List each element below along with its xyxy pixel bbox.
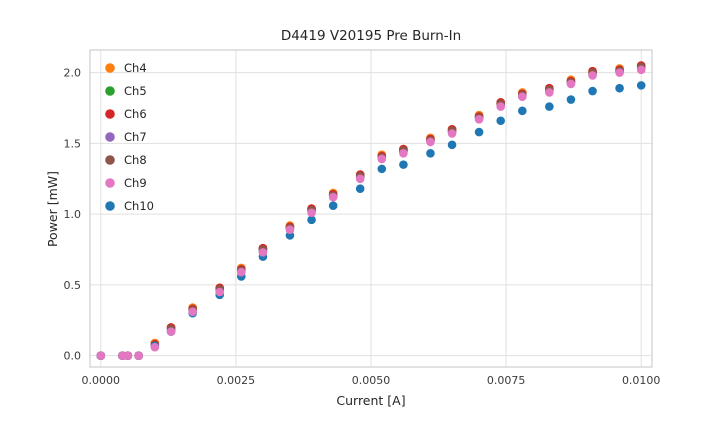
- legend-item-ch8: Ch8: [105, 153, 147, 167]
- y-tick-label: 1.0: [64, 208, 82, 221]
- legend-marker-icon: [105, 201, 115, 211]
- data-point: [123, 351, 133, 360]
- legend-marker-icon: [105, 109, 115, 119]
- legend: Ch4 Ch5 Ch6 Ch7 Ch8 Ch9 Ch10: [105, 61, 154, 213]
- data-point: [237, 267, 246, 277]
- data-point: [188, 307, 197, 317]
- grid-layer: [89, 49, 653, 368]
- x-tick-label: 0.0050: [352, 374, 391, 387]
- legend-marker-icon: [105, 86, 115, 96]
- legend-marker-icon: [105, 178, 115, 188]
- y-tick-label: 2.0: [64, 67, 82, 80]
- data-point: [166, 327, 176, 336]
- legend-item-ch9: Ch9: [105, 176, 147, 190]
- data-point: [615, 83, 624, 93]
- legend-marker-icon: [105, 155, 115, 165]
- data-point: [566, 79, 576, 89]
- data-point: [96, 351, 106, 360]
- legend-label: Ch8: [124, 153, 147, 167]
- legend-item-ch6: Ch6: [105, 107, 147, 121]
- x-tick-label: 0.0100: [622, 374, 661, 387]
- y-tick-label: 0.0: [64, 350, 82, 363]
- data-point: [474, 115, 484, 124]
- data-point: [447, 140, 457, 150]
- plot-border: [89, 49, 653, 368]
- data-point: [399, 160, 408, 169]
- data-point: [328, 201, 338, 210]
- x-tick-label: 0.0000: [82, 374, 121, 387]
- chart-title: D4419 V20195 Pre Burn-In: [281, 28, 461, 44]
- x-tick-label: 0.0025: [217, 374, 256, 387]
- legend-marker-icon: [105, 63, 115, 73]
- y-tick-label: 0.5: [64, 279, 82, 292]
- legend-marker-icon: [105, 132, 115, 142]
- legend-label: Ch5: [124, 84, 147, 98]
- data-point: [258, 248, 268, 257]
- legend-item-ch7: Ch7: [105, 130, 147, 144]
- data-point: [328, 192, 338, 202]
- data-point: [377, 164, 387, 174]
- data-point: [134, 351, 143, 360]
- legend-label: Ch7: [124, 130, 147, 144]
- data-point: [355, 184, 365, 193]
- legend-label: Ch4: [124, 61, 147, 75]
- data-point: [518, 92, 527, 102]
- data-point: [588, 86, 597, 96]
- legend-label: Ch6: [124, 107, 147, 121]
- data-point: [426, 149, 435, 158]
- data-point: [285, 225, 295, 235]
- data-point: [566, 95, 576, 104]
- data-point: [588, 71, 597, 80]
- data-point: [426, 137, 435, 147]
- legend-label: Ch10: [124, 199, 154, 213]
- data-point: [447, 129, 457, 138]
- legend-item-ch4: Ch4: [105, 61, 147, 75]
- data-point: [636, 81, 646, 90]
- data-point: [355, 174, 365, 184]
- data-point: [215, 287, 224, 297]
- data-point: [377, 154, 387, 164]
- data-point: [545, 88, 554, 97]
- data-point: [399, 149, 408, 158]
- legend-label: Ch9: [124, 176, 147, 190]
- x-tick-label: 0.0075: [487, 374, 526, 387]
- legend-item-ch5: Ch5: [105, 84, 147, 98]
- data-layer: [96, 61, 646, 360]
- data-point: [496, 102, 505, 111]
- x-axis-label: Current [A]: [336, 393, 405, 408]
- data-point: [615, 68, 624, 77]
- legend-item-ch10: Ch10: [105, 199, 154, 213]
- data-point: [150, 342, 160, 352]
- data-point: [496, 116, 505, 126]
- data-point: [307, 215, 316, 225]
- data-point: [474, 127, 484, 137]
- series-ch9: [96, 65, 646, 360]
- data-point: [545, 102, 554, 111]
- y-tick-label: 1.5: [64, 137, 82, 150]
- tick-layer: 0.0000 0.0025 0.0050 0.0075 0.0100 0.0 0.5 1.0 1…: [64, 67, 661, 387]
- data-point: [307, 208, 316, 218]
- data-point: [636, 65, 646, 75]
- data-point: [518, 106, 527, 116]
- y-axis-label: Power [mW]: [45, 171, 60, 247]
